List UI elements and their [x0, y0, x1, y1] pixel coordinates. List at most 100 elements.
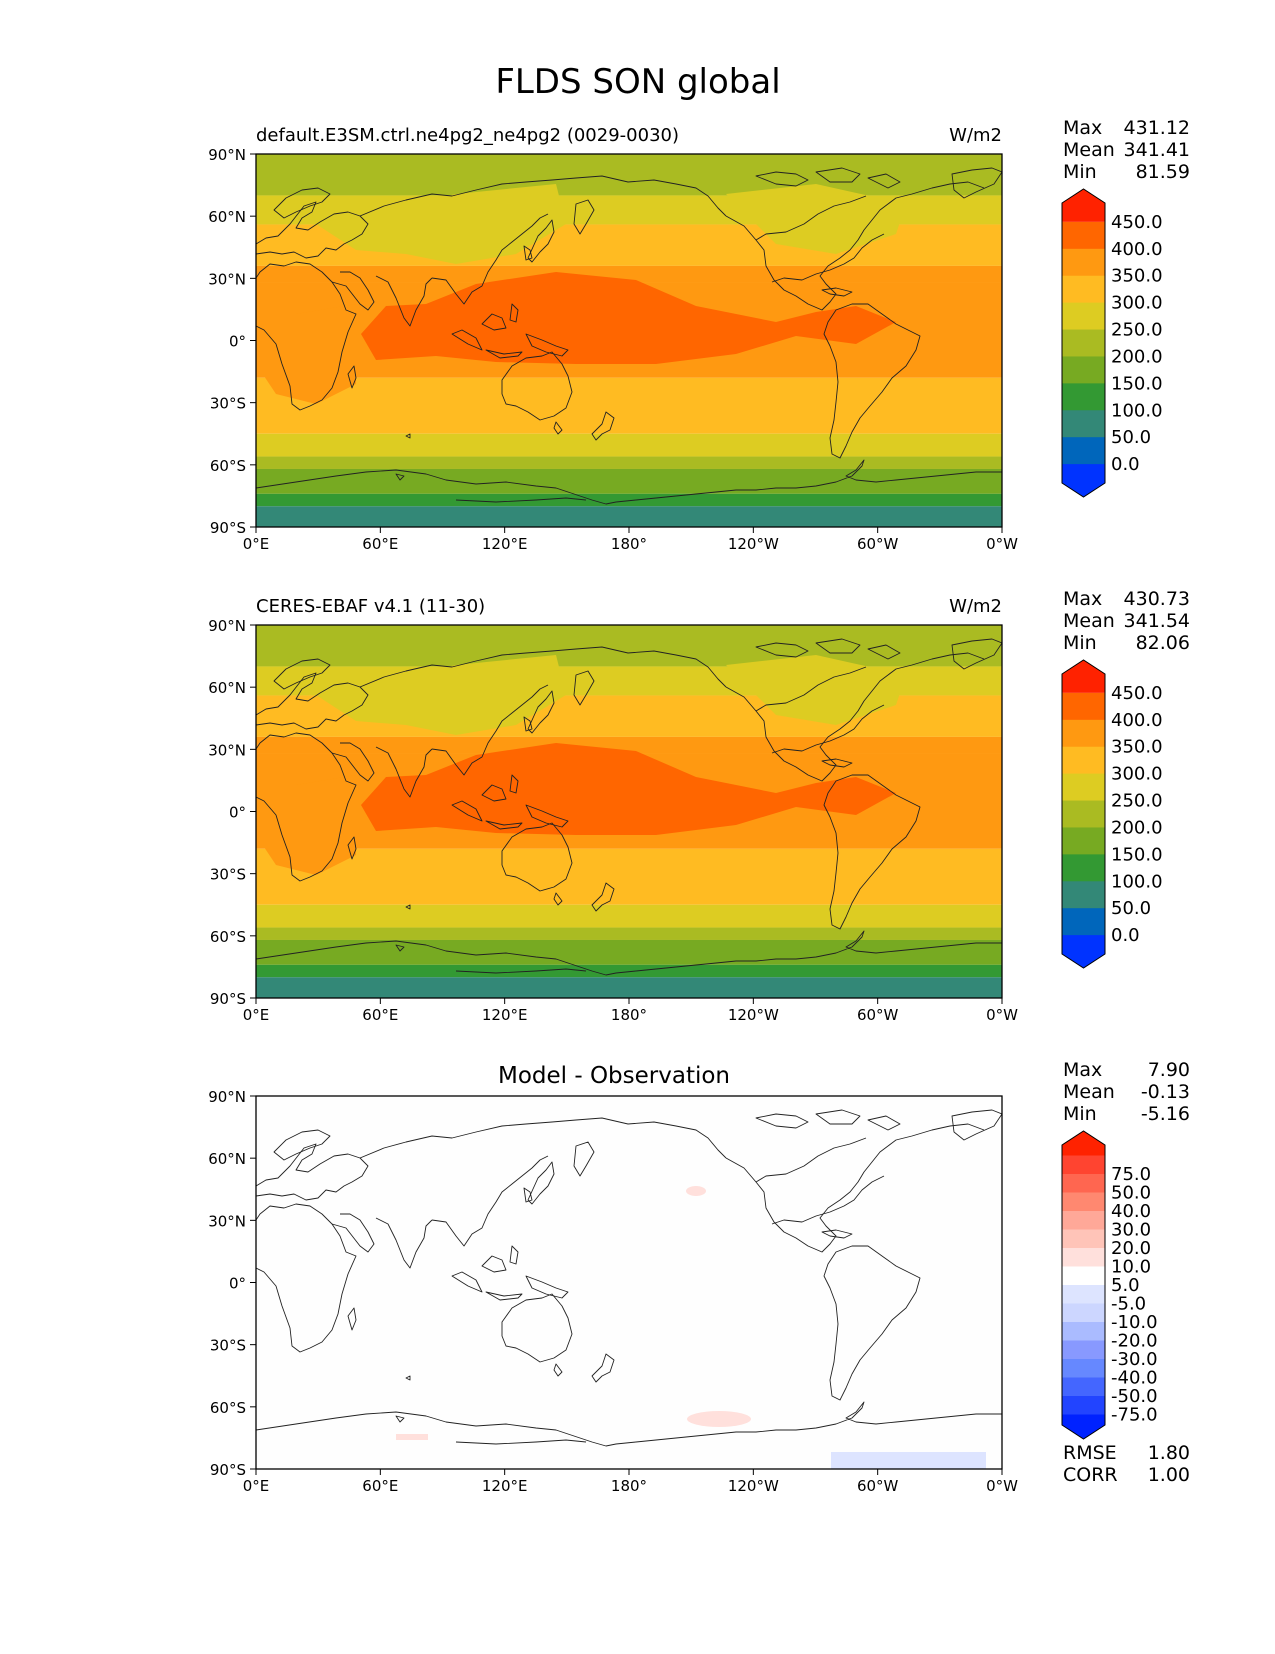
- field-band: [256, 468, 1002, 494]
- colorbar-label: 0.0: [1111, 454, 1140, 475]
- colorbar-label: 100.0: [1111, 400, 1163, 421]
- colorbar-segment: [1062, 773, 1105, 802]
- colorbar-segment: [1062, 746, 1105, 775]
- colorbar-label: 100.0: [1111, 871, 1163, 892]
- lat-tick-label: 0°: [229, 804, 246, 822]
- colorbar-segment: [1062, 1248, 1105, 1267]
- stat-min-label: Min: [1063, 161, 1097, 183]
- colorbar-segment: [1062, 1377, 1105, 1397]
- units-label: W/m2: [949, 596, 1002, 617]
- lon-tick-label: 60°E: [362, 1006, 398, 1024]
- colorbar-label: 20.0: [1111, 1238, 1151, 1259]
- lon-tick-label: 180°: [611, 535, 647, 553]
- colorbar-extend-max: [1062, 660, 1105, 693]
- lat-tick-label: 90°S: [210, 1461, 246, 1479]
- colorbar-label: -40.0: [1111, 1368, 1158, 1389]
- colorbar-label: 350.0: [1111, 266, 1163, 287]
- colorbar-label: 50.0: [1111, 898, 1151, 919]
- lat-tick-label: 60°S: [210, 457, 246, 475]
- colorbar-segment: [1062, 356, 1105, 384]
- panel-title: Model - Observation: [498, 1063, 730, 1089]
- panel-diff: 90°N 60°N 30°N 0° 30°S 60°S 90°S0°E 60°E 120°E 18…: [208, 1059, 1190, 1495]
- field-band: [256, 433, 1002, 457]
- colorbar-label: 150.0: [1111, 844, 1163, 865]
- lon-tick-label: 60°W: [857, 1477, 899, 1495]
- lat-tick-label: 60°S: [210, 928, 246, 946]
- panel-title: CERES-EBAF v4.1 (11-30): [256, 596, 485, 617]
- colorbar-segment: [1062, 1303, 1105, 1323]
- lon-tick-label: 120°W: [728, 1477, 779, 1495]
- colorbar-label: 450.0: [1111, 212, 1163, 233]
- colorbar-label: 400.0: [1111, 239, 1163, 260]
- colorbar-label: -20.0: [1111, 1331, 1158, 1352]
- panel-ref: 90°N 60°N 30°N 0° 30°S 60°S 90°S0°E 60°E 120°E 18…: [208, 588, 1190, 1024]
- colorbar-label: -50.0: [1111, 1386, 1158, 1407]
- map-layers: [256, 154, 1002, 527]
- colorbar-outline: [1061, 188, 1106, 498]
- lon-tick-label: 60°W: [857, 535, 899, 553]
- colorbar-ref: 0.0 50.0 100.0 150.0 200.0 250.0 300.0 350.0 400…: [1061, 659, 1163, 969]
- colorbar-label: 150.0: [1111, 373, 1163, 394]
- stat-mean-label: Mean: [1063, 139, 1115, 161]
- diff-patch: [687, 1411, 751, 1427]
- namerica-band: [726, 655, 906, 725]
- colorbar-segment: [1062, 908, 1105, 936]
- colorbar-segment: [1062, 410, 1105, 438]
- stat-max: 431.12: [1124, 117, 1190, 139]
- diff-patch: [831, 1452, 986, 1469]
- colorbar-label: 300.0: [1111, 293, 1163, 314]
- namerica-band: [726, 184, 906, 254]
- colorbar-label: 75.0: [1111, 1164, 1151, 1185]
- colorbar-segment: [1062, 329, 1105, 357]
- colorbar-label: -10.0: [1111, 1312, 1158, 1333]
- colorbar-label: 40.0: [1111, 1201, 1151, 1222]
- stat-max: 430.73: [1124, 588, 1190, 610]
- lat-tick-label: 90°S: [210, 990, 246, 1008]
- stat-max-label: Max: [1063, 117, 1102, 139]
- stat-min: 82.06: [1136, 632, 1190, 654]
- colorbar-segment: [1062, 248, 1105, 277]
- colorbar-label: 250.0: [1111, 320, 1163, 341]
- field-band: [256, 265, 1002, 283]
- colorbar-label: -5.0: [1111, 1294, 1146, 1315]
- africa-band: [256, 775, 356, 875]
- eurasia-band: [316, 655, 566, 735]
- warm-pool: [361, 743, 896, 835]
- stat-mean: 341.54: [1124, 610, 1190, 632]
- colorbar-segment: [1062, 1266, 1105, 1286]
- field-band: [256, 977, 1002, 998]
- lon-tick-label: 180°: [611, 1477, 647, 1495]
- lat-tick-label: 30°N: [208, 1212, 246, 1230]
- corr-value: 1.00: [1148, 1464, 1190, 1486]
- panel-test: 90°N 60°N 30°N 0° 30°S 60°S 90°S0°E 60°E 120°E 18…: [208, 117, 1190, 553]
- lat-tick-label: 30°N: [208, 741, 246, 759]
- colorbar-label: -30.0: [1111, 1349, 1158, 1370]
- colorbar-extend-min: [1062, 935, 1105, 968]
- lat-tick-label: 90°N: [208, 1088, 246, 1106]
- lat-tick-label: 30°S: [210, 395, 246, 413]
- colorbar-segment: [1062, 719, 1105, 748]
- field-band: [256, 506, 1002, 527]
- colorbar-label: 0.0: [1111, 925, 1140, 946]
- stat-mean: 341.41: [1124, 139, 1190, 161]
- colorbar-label: 50.0: [1111, 427, 1151, 448]
- lon-tick-label: 60°E: [362, 535, 398, 553]
- colorbar-segment: [1062, 692, 1105, 721]
- colorbar-segment: [1062, 221, 1105, 250]
- colorbar-outline: [1061, 1130, 1106, 1440]
- colorbar-segment: [1062, 1211, 1105, 1230]
- lon-tick-label: 0°E: [243, 535, 270, 553]
- africa-band: [256, 304, 356, 404]
- rmse-label: RMSE: [1063, 1442, 1117, 1464]
- map-layers: [256, 625, 1002, 998]
- colorbar-outline: [1061, 659, 1106, 969]
- colorbar-segment: [1062, 881, 1105, 909]
- colorbar-label: 200.0: [1111, 817, 1163, 838]
- stat-max-label: Max: [1063, 588, 1102, 610]
- colorbar-diff: -75.0-50.0-40.0-30.0-20.0-10.0-5.05.010.…: [1061, 1130, 1158, 1440]
- colorbar-label: 5.0: [1111, 1275, 1140, 1296]
- field-band: [256, 493, 1002, 507]
- field-band: [256, 848, 1002, 905]
- units-label: W/m2: [949, 125, 1002, 146]
